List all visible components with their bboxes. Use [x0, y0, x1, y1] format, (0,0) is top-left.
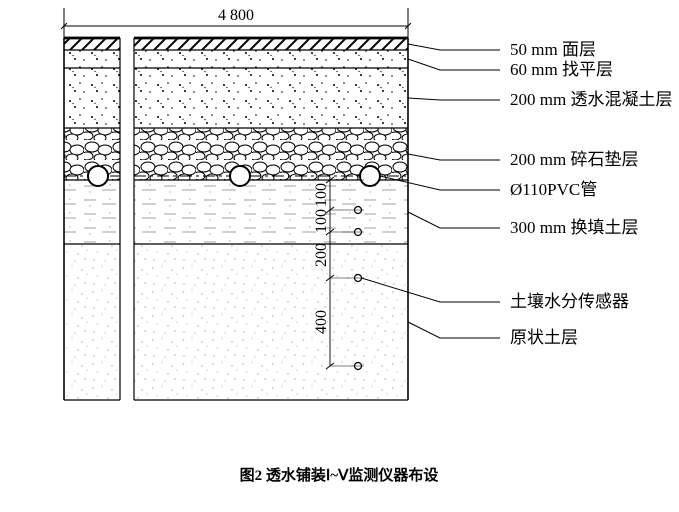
svg-text:400: 400 [313, 310, 330, 334]
layer-label: 60 mm 找平层 [510, 60, 613, 79]
layer-label: 200 mm 透水混凝土层 [510, 90, 672, 109]
figure-caption: 图2 透水铺装Ⅰ~Ⅴ监测仪器布设 [240, 466, 439, 484]
layer-label: 土壤水分传感器 [510, 291, 629, 311]
svg-text:200: 200 [313, 243, 330, 267]
layer-label: 原状土层 [510, 328, 578, 347]
layer-label: Ø110PVC管 [510, 180, 597, 199]
layer-label: 300 mm 换填土层 [510, 218, 638, 237]
svg-text:4 800: 4 800 [218, 7, 254, 24]
layer-label: 200 mm 碎石垫层 [510, 150, 638, 169]
layer-label: 50 mm 面层 [510, 40, 596, 59]
svg-text:100: 100 [313, 183, 330, 207]
section-diagram: 4 800 100 100 200 400 50 mm 面层60 mm 找平层 200 mm… [64, 7, 672, 400]
svg-text:100: 100 [313, 209, 330, 233]
